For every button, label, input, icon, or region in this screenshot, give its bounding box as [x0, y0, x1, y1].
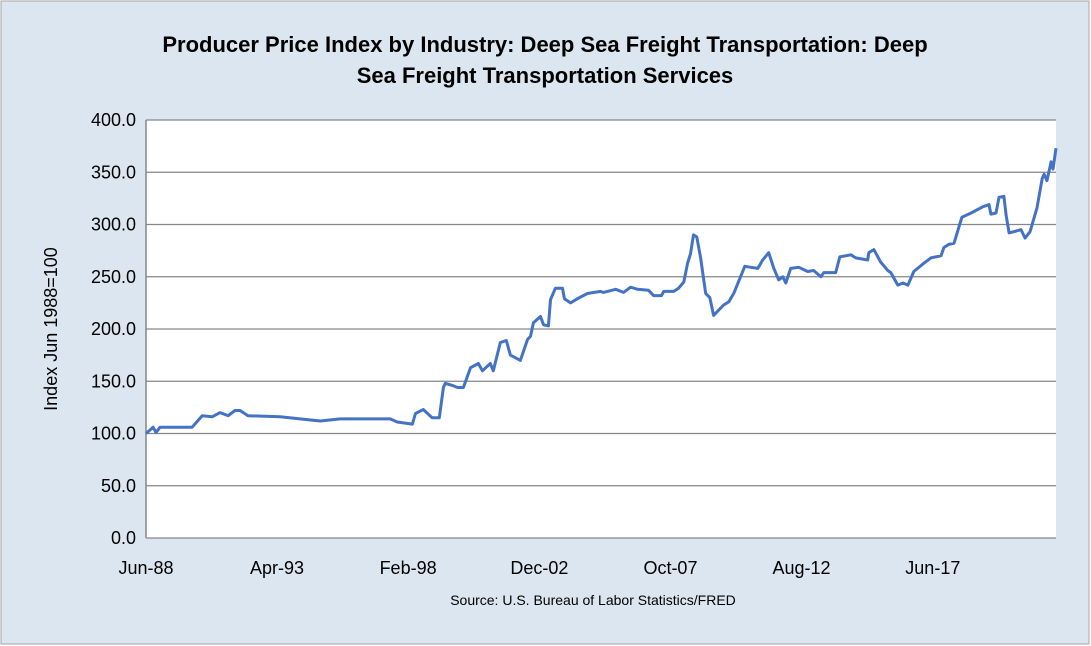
chart-title-line-1: Producer Price Index by Industry: Deep S… [162, 32, 927, 57]
y-axis-label: Index Jun 1988=100 [41, 247, 61, 411]
y-tick-labels: 0.0 50.0 100.0 150.0 200.0 250.0 300.0 350.0 400… [91, 110, 136, 548]
x-tick-label: Feb-98 [380, 558, 437, 578]
y-tick-label: 250.0 [91, 267, 136, 287]
y-tick-label: 0.0 [111, 528, 136, 548]
series-line-ppi [145, 147, 1058, 435]
x-tick-label: Dec-02 [510, 558, 568, 578]
y-tick-label: 300.0 [91, 215, 136, 235]
x-tick-label: Jun-88 [118, 558, 173, 578]
chart-title-line-2: Sea Freight Transportation Services [357, 63, 734, 88]
y-tick-label: 100.0 [91, 424, 136, 444]
x-tick-label: Apr-93 [250, 558, 304, 578]
y-tick-label: 350.0 [91, 162, 136, 182]
x-tick-label: Oct-07 [643, 558, 697, 578]
x-tick-labels: Jun-88 Apr-93 Feb-98 Dec-02 Oct-07 Aug-12 Jun-… [118, 558, 960, 578]
gridlines [146, 119, 1056, 539]
y-tick-label: 400.0 [91, 110, 136, 130]
x-tick-label: Jun-17 [905, 558, 960, 578]
y-tick-label: 200.0 [91, 319, 136, 339]
y-tick-label: 150.0 [91, 371, 136, 391]
y-tick-label: 50.0 [101, 476, 136, 496]
x-tick-label: Aug-12 [772, 558, 830, 578]
source-note: Source: U.S. Bureau of Labor Statistics/… [450, 592, 736, 608]
